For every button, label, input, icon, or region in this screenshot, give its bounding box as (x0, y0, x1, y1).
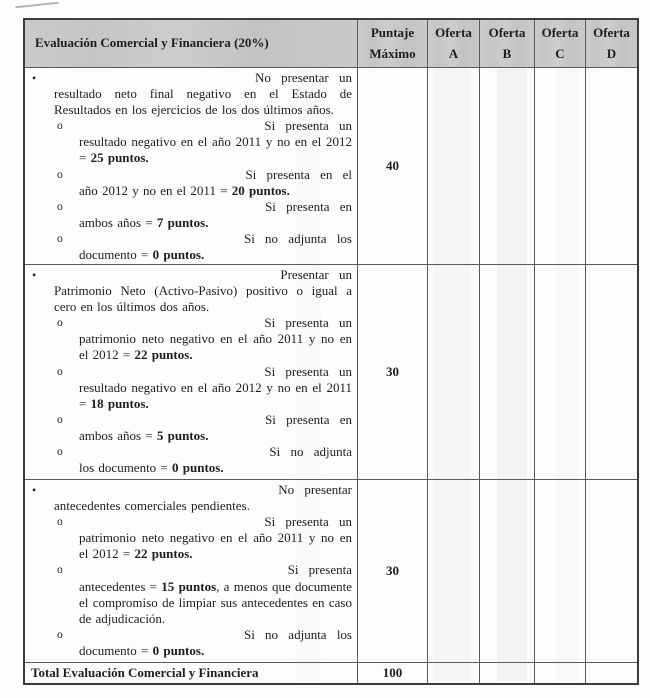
max-score-cell-row1: 40 (357, 67, 427, 264)
item-first-line: No presentar un (254, 70, 352, 85)
circle-bullet-icon: o (57, 516, 63, 529)
item-text: Patrimonio Neto (Activo-Pasivo) positivo… (54, 283, 352, 315)
item-first-line: Si presenta en (265, 411, 352, 427)
item-text: antecedentes = 15 puntos, a menos que do… (79, 578, 353, 626)
max-score-cell-row3: 30 (357, 479, 427, 662)
criterion-subitem: o Si presenta un resultado negativo en el … (57, 118, 352, 166)
item-first-line: Si presenta (287, 562, 352, 578)
circle-bullet-icon: o (57, 628, 63, 641)
circle-bullet-icon: o (57, 120, 63, 133)
item-first-line: Si presenta un (264, 118, 352, 134)
item-text: patrimonio neto negativo en el año 2011 … (79, 530, 352, 562)
circle-bullet-icon: o (57, 168, 63, 181)
evaluation-table: Evaluación Comercial y Financiera (20%) … (23, 18, 639, 685)
scan-artifact-mark (15, 1, 59, 9)
max-score-column-header: Puntaje Máximo (357, 20, 427, 67)
item-first-line: Si presenta un (264, 363, 352, 379)
criterion-subitem: o Si presenta un patrimonio neto negativo … (57, 514, 352, 562)
max-score-header-line2: Máximo (369, 46, 416, 61)
item-text: los documento = 0 puntos. (79, 460, 224, 476)
total-offer-d-cell (585, 662, 637, 683)
offer-b-cell-row1 (479, 67, 534, 264)
item-first-line: Si presenta en (265, 198, 352, 214)
offer-b-column-header: Oferta B (479, 20, 534, 67)
criterion-subitem: o Si presenta un resultado negativo en el … (57, 363, 352, 412)
criteria-column-header: Evaluación Comercial y Financiera (20%) (25, 20, 357, 67)
bullet-icon: • (32, 268, 37, 282)
circle-bullet-icon: o (57, 317, 63, 330)
item-first-line: No presentar (278, 482, 352, 497)
circle-bullet-icon: o (57, 413, 63, 426)
total-max-score-cell: 100 (357, 662, 427, 683)
item-text: documento = 0 puntos. (79, 247, 205, 263)
criterion-item: • No presentar un resultado neto final neg… (32, 70, 352, 118)
item-text: ambos años = 5 puntos. (79, 427, 209, 443)
offer-b-cell-row2 (479, 264, 534, 479)
max-score-header-line1: Puntaje (370, 25, 415, 40)
total-row-label: Total Evaluación Comercial y Financiera (25, 662, 357, 683)
circle-bullet-icon: o (57, 446, 63, 459)
offer-d-cell-row1 (585, 67, 637, 264)
offer-d-cell-row3 (585, 479, 637, 662)
item-text: ambos años = 7 puntos. (79, 214, 209, 230)
item-text: patrimonio neto negativo en el año 2011 … (79, 331, 352, 363)
criterion-subitem: o Si presenta en el año 2012 y no en el 20… (57, 166, 352, 199)
max-score-cell-row2: 30 (357, 264, 427, 479)
item-first-line: Si presenta un (264, 514, 352, 530)
criterion-subitem: o Si no adjunta los documento = 0 puntos. (57, 230, 352, 263)
item-text: resultado negativo en el año 2012 y no e… (79, 379, 352, 411)
criterion-cell-row2: • Presentar un Patrimonio Neto (Activo-Pas… (25, 264, 357, 479)
offer-a-cell-row2 (427, 264, 479, 479)
offer-b-cell-row3 (479, 479, 534, 662)
criterion-cell-row3: • No presentar antecedentes comerciales pe… (25, 479, 357, 662)
offer-a-cell-row1 (427, 67, 479, 264)
offer-c-cell-row2 (534, 264, 585, 479)
item-text: año 2012 y no en el 2011 = 20 puntos. (79, 182, 290, 198)
bullet-icon: • (32, 71, 37, 85)
criterion-subitem: o Si presenta en ambos años = 7 puntos. (57, 198, 352, 231)
offer-a-cell-row3 (427, 479, 479, 662)
circle-bullet-icon: o (57, 365, 63, 378)
offer-d-column-header: Oferta D (585, 20, 637, 67)
total-offer-a-cell (427, 662, 479, 683)
criterion-subitem: o Si presenta en ambos años = 5 puntos. (57, 411, 352, 444)
item-first-line: Si no adjunta los (243, 626, 352, 642)
offer-a-column-header: Oferta A (427, 20, 479, 67)
total-offer-b-cell (479, 662, 534, 683)
criterion-subitem: o Si presenta un patrimonio neto negativo … (57, 315, 352, 363)
circle-bullet-icon: o (57, 200, 63, 213)
item-first-line: Si presenta un (264, 315, 352, 331)
item-text: antecedentes comerciales pendientes. (54, 498, 250, 514)
criterion-item: • Presentar un Patrimonio Neto (Activo-Pas… (32, 267, 352, 315)
offer-c-cell-row1 (534, 67, 585, 264)
circle-bullet-icon: o (57, 232, 63, 245)
total-offer-c-cell (534, 662, 585, 683)
item-first-line: Si no adjunta (269, 444, 352, 460)
item-text: resultado negativo en el año 2011 y no e… (79, 134, 352, 166)
criterion-subitem: o Si no adjunta los documento = 0 puntos. (57, 626, 352, 659)
item-first-line: Si presenta en el (245, 166, 352, 182)
item-text: resultado neto final negativo en el Esta… (54, 86, 352, 118)
criterion-item: • No presentar antecedentes comerciales pe… (32, 482, 352, 514)
item-first-line: Si no adjunta los (243, 230, 352, 246)
criterion-subitem: o Si presenta antecedentes = 15 puntos, a … (57, 562, 353, 626)
item-text: documento = 0 puntos. (79, 642, 205, 658)
offer-c-cell-row3 (534, 479, 585, 662)
criterion-subitem: o Si no adjunta los documento = 0 puntos. (57, 444, 352, 476)
offer-d-cell-row2 (585, 264, 637, 479)
circle-bullet-icon: o (57, 564, 63, 577)
offer-c-column-header: Oferta C (534, 20, 585, 67)
bullet-icon: • (32, 483, 37, 497)
criterion-cell-row1: • No presentar un resultado neto final neg… (25, 67, 357, 264)
item-first-line: Presentar un (280, 267, 352, 282)
